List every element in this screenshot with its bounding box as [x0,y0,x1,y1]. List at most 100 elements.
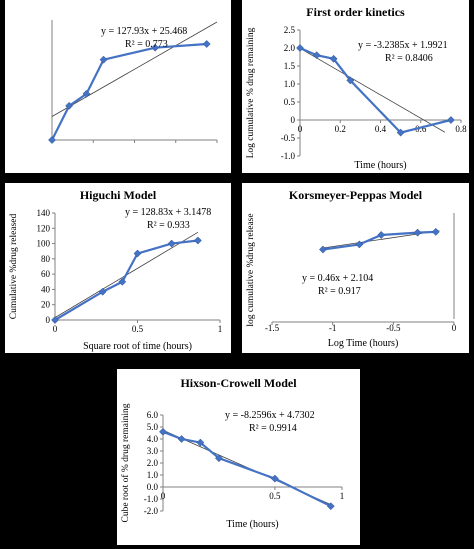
x-tick-label: 0.5 [132,324,144,334]
x-axis-label: Log Time (hours) [328,338,399,349]
x-tick-label: 0.5 [269,491,281,501]
y-tick-label: -1.0 [281,151,296,161]
data-point-marker [296,44,304,52]
y-tick-label: 1.0 [284,79,296,89]
trendline [51,21,218,117]
y-tick-label: 3.0 [147,446,159,456]
trendline-equation: y = -3.2385x + 1.9921 [358,40,448,51]
y-tick-label: 6.0 [147,410,159,420]
y-tick-label: 80 [41,254,51,264]
data-point-marker [133,249,142,258]
chart-first-svg: First order kinetics 0 0.2 0.4 0.6 0.8 -1.0 -0.… [246,5,467,171]
chart-title: Higuchi Model [80,188,157,202]
x-tick-label: 0 [452,323,457,333]
chart-panel-higuchi: Higuchi Model 0 0.5 1 0 20 40 60 80 100 120 140 Squa… [5,183,231,353]
y-axis-label: Log cumulative % drug remaining [246,27,256,158]
data-point-marker [270,474,279,483]
chart-panel-zero: y = 127.93x + 25.468 R² = 0.773 [5,0,231,173]
chart-title: Korsmeyer-Peppas Model [289,188,423,202]
y-tick-label: 40 [41,284,51,294]
x-tick-label: -1 [329,323,337,333]
chart-panel-korsmeyer: Korsmeyer-Peppas Model -1.5 -1 -0.5 0 Log Tim… [242,183,469,353]
y-tick-label: -1.0 [144,494,159,504]
trendline [299,47,446,133]
data-point-marker [159,427,167,436]
y-tick-label: 20 [41,300,51,310]
y-tick-label: 120 [37,223,51,233]
chart-korsmeyer-svg: Korsmeyer-Peppas Model -1.5 -1 -0.5 0 Log Tim… [246,188,457,349]
y-tick-label: 1.0 [147,470,159,480]
y-tick-label: 100 [37,239,51,249]
data-point-marker [355,240,364,249]
chart-zero-svg: y = 127.93x + 25.468 R² = 0.773 [48,20,218,144]
chart-panel-first: First order kinetics 0 0.2 0.4 0.6 0.8 -1.0 -0.… [242,0,469,173]
r-squared-label: R² = 0.773 [125,39,168,50]
x-tick-label: -1.5 [265,323,280,333]
trendline-equation: y = 128.83x + 3.1478 [125,207,211,218]
x-tick-label: 0 [161,491,166,501]
y-tick-label: 1.5 [284,61,296,71]
r-squared-label: R² = 0.9914 [249,423,297,434]
data-point-marker [326,502,335,511]
y-tick-label: 2.0 [284,43,296,53]
data-point-marker [177,435,186,443]
data-point-marker [202,40,211,48]
data-point-marker [98,287,107,296]
x-tick-label: 0 [298,124,303,134]
x-tick-label: 1 [340,491,345,501]
y-tick-label: 4.0 [147,434,159,444]
x-tick-label: 0 [53,324,58,334]
data-point-marker [118,277,127,286]
x-tick-label: 0.6 [415,124,427,134]
x-tick-label: 0.4 [375,124,387,134]
r-squared-label: R² = 0.8406 [385,53,433,64]
y-axis-label: Cube root of % drug remaining [120,403,131,522]
x-tick-label: 0.2 [335,124,346,134]
data-point-marker [377,231,386,239]
data-point-marker [65,101,74,110]
y-tick-label: 140 [37,208,51,218]
x-tick-label: -0.5 [386,323,401,333]
y-tick-label: 5.0 [147,422,159,432]
data-point-marker [431,227,440,236]
y-tick-label: -0.5 [281,133,296,143]
r-squared-label: R² = 0.917 [318,286,361,297]
chart-higuchi-svg: Higuchi Model 0 0.5 1 0 20 40 60 80 100 120 140 Squa… [9,188,223,352]
chart-hixson-svg: Hixson-Crowell Model 0 0.5 1 -2.0 -1.0 0.0 1.0 2… [120,376,345,530]
data-point-marker [82,89,91,98]
data-point-marker [413,228,422,237]
data-point-marker [48,136,56,144]
y-tick-label: 2.5 [284,25,296,35]
x-tick-label: 0.8 [455,124,467,134]
y-tick-label: 0 [46,315,51,325]
r-squared-label: R² = 0.933 [147,220,190,231]
x-axis-label: Time (hours) [226,519,278,530]
trendline-equation: y = 0.46x + 2.104 [302,273,373,284]
data-point-marker [151,43,160,52]
data-point-marker [346,76,355,85]
data-point-marker [196,438,205,447]
data-point-marker [167,239,176,248]
data-point-marker [51,316,59,324]
data-point-marker [446,116,455,124]
data-point-marker [214,454,223,463]
y-tick-label: 0.5 [284,97,296,107]
data-point-marker [396,128,405,137]
chart-title: Hixson-Crowell Model [180,376,297,390]
trendline-equation: y = -8.2596x + 4.7302 [225,410,315,421]
trendline-equation: y = 127.93x + 25.468 [101,26,187,37]
series-line [162,430,332,508]
data-point-marker [193,236,202,245]
y-tick-label: -2.0 [144,506,159,516]
series-line [51,42,207,141]
x-tick-label: 1 [218,324,223,334]
chart-panel-hixson: Hixson-Crowell Model 0 0.5 1 -2.0 -1.0 0.0 1.0 2… [117,369,360,545]
x-axis-label: Time (hours) [354,160,406,171]
series-line [54,239,199,321]
y-tick-label: 0.0 [147,482,159,492]
y-axis-label: log cumulative %drug release [246,213,256,326]
series-line [299,46,452,134]
data-point-marker [312,51,321,60]
data-point-marker [319,245,327,254]
x-axis-label: Square root of time (hours) [83,341,192,352]
